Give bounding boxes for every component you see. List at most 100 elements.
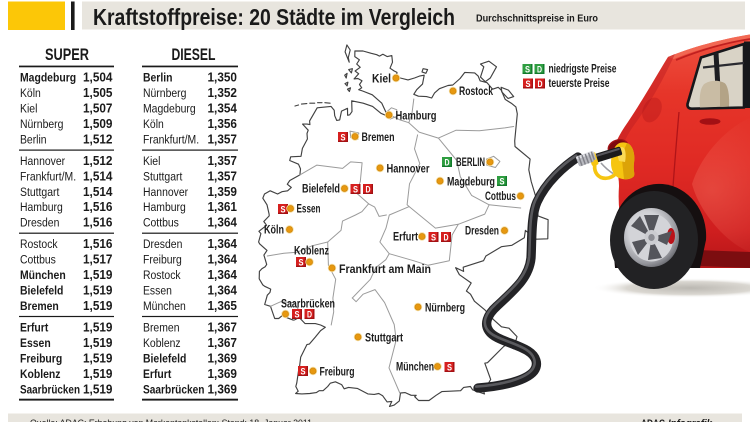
svg-text:Magdeburg: Magdeburg	[20, 71, 76, 85]
svg-text:Erfurt: Erfurt	[393, 231, 418, 244]
svg-text:niedrigste Preise: niedrigste Preise	[549, 62, 617, 75]
svg-text:1,364: 1,364	[208, 252, 238, 267]
svg-text:Cottbus: Cottbus	[20, 253, 56, 267]
svg-text:S: S	[299, 257, 304, 267]
svg-text:Cottbus: Cottbus	[485, 190, 516, 203]
svg-text:Cottbus: Cottbus	[143, 216, 179, 230]
svg-text:Bielefeld: Bielefeld	[302, 183, 340, 196]
svg-text:teuerste Preise: teuerste Preise	[549, 77, 610, 90]
svg-text:Berlin: Berlin	[20, 132, 47, 146]
svg-text:BERLIN: BERLIN	[456, 156, 485, 169]
svg-text:D: D	[537, 64, 542, 74]
svg-text:Bremen: Bremen	[143, 321, 180, 335]
svg-text:1,516: 1,516	[83, 236, 113, 251]
svg-text:Stuttgart: Stuttgart	[365, 332, 403, 345]
svg-text:Infografik: Infografik	[668, 417, 713, 422]
svg-text:Magdeburg: Magdeburg	[143, 101, 196, 115]
svg-text:Frankfurt/M.: Frankfurt/M.	[20, 169, 76, 183]
svg-text:Kiel: Kiel	[372, 73, 391, 86]
svg-text:Hannover: Hannover	[20, 154, 65, 168]
svg-text:Magdeburg: Magdeburg	[447, 176, 495, 189]
svg-text:S: S	[500, 176, 505, 186]
svg-text:1,365: 1,365	[208, 298, 238, 313]
svg-text:Freiburg: Freiburg	[143, 253, 182, 267]
svg-text:Nürnberg: Nürnberg	[425, 302, 465, 315]
svg-text:Nürnberg: Nürnberg	[20, 117, 64, 131]
svg-text:S: S	[353, 184, 358, 194]
svg-text:1,519: 1,519	[83, 335, 113, 350]
svg-text:1,519: 1,519	[83, 267, 113, 282]
svg-text:Saarbrücken: Saarbrücken	[281, 298, 335, 311]
svg-text:S: S	[526, 79, 531, 89]
svg-text:Essen: Essen	[143, 284, 172, 298]
svg-text:Kiel: Kiel	[20, 101, 37, 115]
svg-text:Freiburg: Freiburg	[320, 366, 355, 379]
svg-text:1,350: 1,350	[208, 70, 238, 85]
svg-text:1,516: 1,516	[83, 215, 113, 230]
svg-text:1,352: 1,352	[208, 85, 238, 100]
svg-text:ADAC: ADAC	[641, 417, 665, 422]
svg-text:1,369: 1,369	[208, 350, 238, 365]
svg-text:Hamburg: Hamburg	[143, 200, 186, 214]
svg-text:1,367: 1,367	[208, 335, 238, 350]
svg-text:1,516: 1,516	[83, 199, 113, 214]
svg-text:D: D	[444, 232, 449, 242]
svg-text:Koblenz: Koblenz	[20, 367, 61, 381]
svg-text:Frankfurt/M.: Frankfurt/M.	[143, 132, 199, 146]
svg-text:SUPER: SUPER	[45, 46, 89, 64]
svg-text:Frankfurt am Main: Frankfurt am Main	[339, 263, 431, 276]
svg-text:1,359: 1,359	[208, 184, 238, 199]
svg-text:Dresden: Dresden	[143, 237, 183, 251]
svg-text:S: S	[295, 309, 300, 319]
svg-text:Rostock: Rostock	[459, 85, 493, 98]
svg-text:1,369: 1,369	[208, 366, 238, 381]
svg-text:1,512: 1,512	[83, 131, 113, 146]
svg-text:1,364: 1,364	[208, 267, 238, 282]
svg-text:1,361: 1,361	[208, 199, 238, 214]
svg-text:Stuttgart: Stuttgart	[143, 169, 183, 183]
svg-text:Kiel: Kiel	[143, 154, 160, 168]
svg-text:Rostock: Rostock	[143, 268, 181, 282]
svg-text:Köln: Köln	[264, 224, 284, 237]
svg-text:1,357: 1,357	[208, 131, 238, 146]
svg-text:Freiburg: Freiburg	[20, 351, 62, 365]
svg-text:1,505: 1,505	[83, 85, 113, 100]
svg-text:Koblenz: Koblenz	[143, 336, 181, 350]
svg-text:S: S	[447, 362, 452, 372]
svg-text:Hannover: Hannover	[387, 163, 430, 176]
svg-text:Dresden: Dresden	[20, 216, 60, 230]
svg-text:S: S	[431, 232, 436, 242]
svg-text:Saarbrücken: Saarbrücken	[20, 382, 80, 396]
svg-text:Bielefeld: Bielefeld	[20, 284, 63, 298]
svg-text:D: D	[307, 309, 312, 319]
svg-text:1,507: 1,507	[83, 100, 113, 115]
svg-text:Stuttgart: Stuttgart	[20, 185, 60, 199]
svg-text:1,519: 1,519	[83, 298, 113, 313]
svg-text:Köln: Köln	[143, 117, 164, 131]
svg-text:S: S	[281, 204, 286, 214]
svg-text:1,367: 1,367	[208, 320, 238, 335]
svg-text:Bremen: Bremen	[362, 131, 395, 144]
svg-text:S: S	[301, 366, 306, 376]
svg-text:1,519: 1,519	[83, 283, 113, 298]
svg-text:S: S	[525, 64, 530, 74]
svg-text:Erfurt: Erfurt	[20, 321, 48, 335]
svg-text:Hamburg: Hamburg	[396, 110, 437, 123]
svg-text:1,357: 1,357	[208, 153, 238, 168]
svg-text:Durchschnittspreise in Euro: Durchschnittspreise in Euro	[476, 14, 598, 25]
svg-text:1,356: 1,356	[208, 116, 238, 131]
svg-text:Bielefeld: Bielefeld	[143, 351, 186, 365]
svg-text:Hamburg: Hamburg	[20, 200, 63, 214]
svg-text:1,517: 1,517	[83, 252, 113, 267]
svg-text:München: München	[143, 299, 186, 313]
svg-text:Bremen: Bremen	[20, 299, 59, 313]
svg-text:1,369: 1,369	[208, 381, 238, 396]
svg-text:1,354: 1,354	[208, 100, 238, 115]
svg-text:Essen: Essen	[297, 203, 321, 216]
svg-text:D: D	[366, 184, 371, 194]
svg-text:Köln: Köln	[20, 86, 41, 100]
svg-text:Nürnberg: Nürnberg	[143, 86, 187, 100]
svg-text:Erfurt: Erfurt	[143, 367, 171, 381]
svg-text:Hannover: Hannover	[143, 185, 188, 199]
svg-text:1,357: 1,357	[208, 168, 238, 183]
